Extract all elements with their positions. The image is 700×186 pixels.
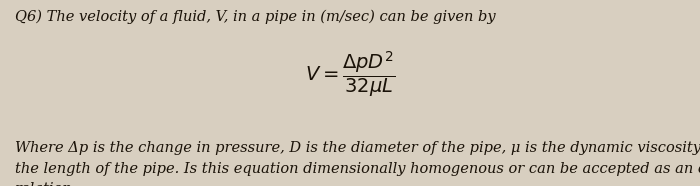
Text: the length of the pipe. Is this equation dimensionally homogenous or can be acce: the length of the pipe. Is this equation… xyxy=(15,162,700,176)
Text: Where Δp is the change in pressure, D is the diameter of the pipe, μ is the dyna: Where Δp is the change in pressure, D is… xyxy=(15,141,700,155)
Text: relation.: relation. xyxy=(15,182,78,186)
Text: $V = \dfrac{\Delta p D^2}{32\mu L}$: $V = \dfrac{\Delta p D^2}{32\mu L}$ xyxy=(304,49,395,99)
Text: Q6) The velocity of a fluid, V, in a pipe in (m/sec) can be given by: Q6) The velocity of a fluid, V, in a pip… xyxy=(15,9,496,24)
